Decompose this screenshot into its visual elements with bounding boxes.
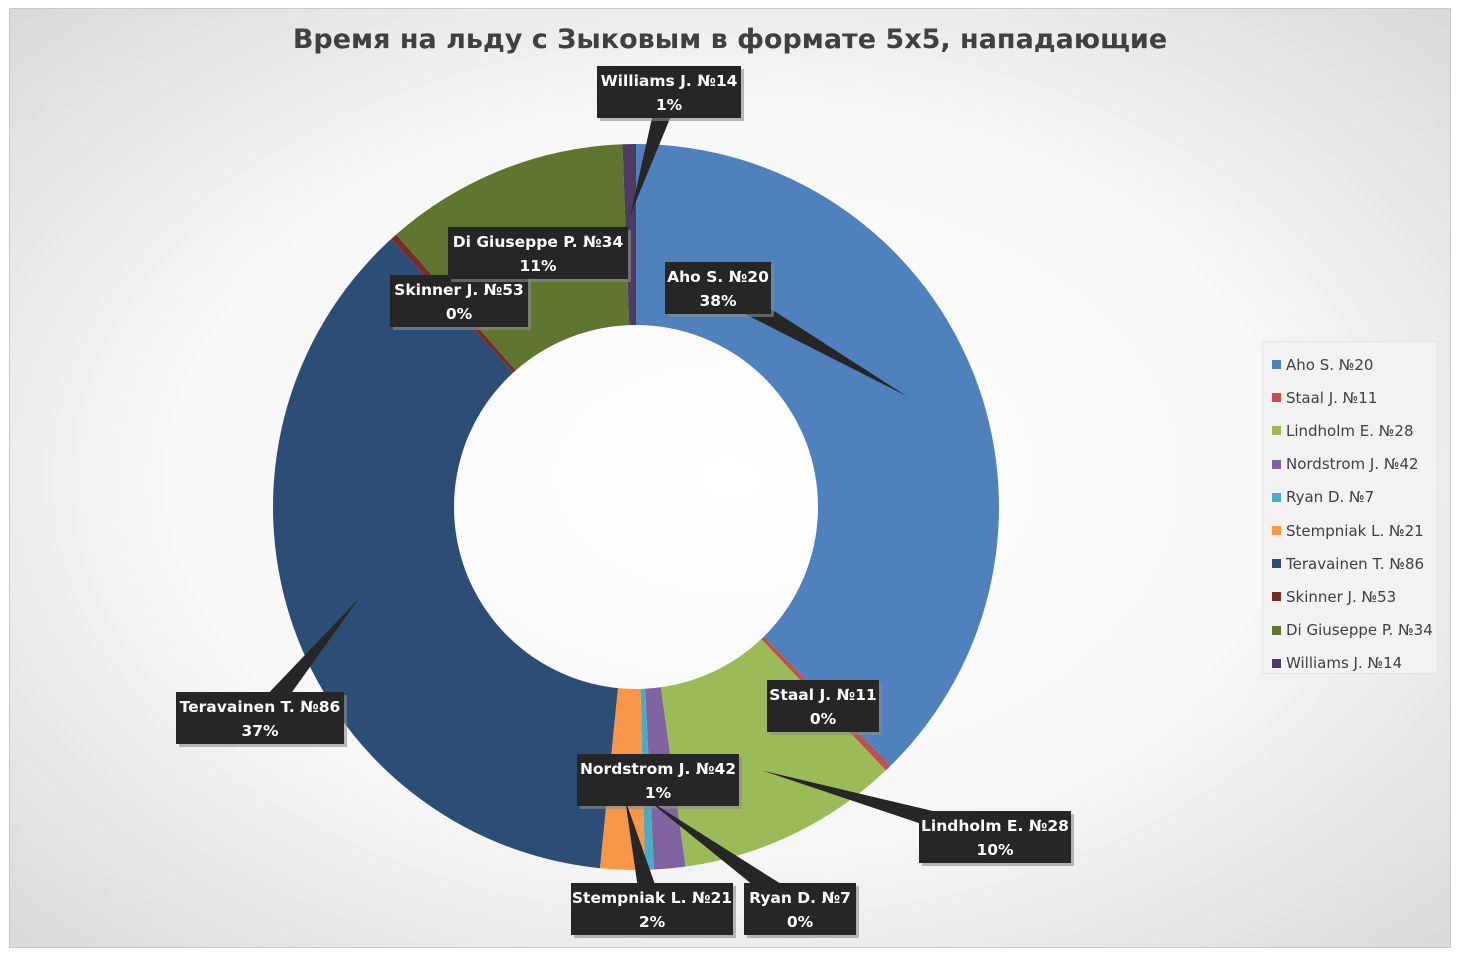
legend-swatch [1272, 459, 1281, 469]
legend-label: Di Giuseppe P. №34 [1286, 621, 1433, 640]
slice-3 [660, 639, 886, 867]
label-percent: 38% [699, 292, 737, 310]
label-box [744, 883, 856, 935]
legend-swatch [1272, 360, 1281, 370]
legend: Aho S. №20 Staal J. №11 Lindholm E. №28 Nor… [1262, 341, 1438, 674]
label-name: Stempniak L. №21 [572, 889, 732, 907]
legend-swatch [1272, 592, 1281, 602]
label-name: Nordstrom J. №42 [580, 760, 736, 778]
legend-swatch [1272, 625, 1281, 635]
label-box [767, 680, 879, 732]
label-name: Skinner J. №53 [394, 281, 524, 299]
legend-item: Nordstrom J. №42 [1263, 448, 1437, 481]
legend-label: Nordstrom J. №42 [1286, 455, 1419, 474]
legend-label: Staal J. №11 [1286, 388, 1378, 407]
label-box [176, 692, 344, 744]
legend-item: Di Giuseppe P. №34 [1263, 614, 1437, 647]
label-percent: 11% [519, 257, 557, 275]
legend-label: Lindholm E. №28 [1286, 421, 1414, 440]
legend-swatch [1272, 393, 1281, 403]
label-percent: 10% [976, 841, 1014, 859]
legend-item: Ryan D. №7 [1263, 481, 1437, 514]
legend-label: Stempniak L. №21 [1286, 521, 1424, 540]
legend-item: Stempniak L. №21 [1263, 514, 1437, 547]
legend-label: Ryan D. №7 [1286, 488, 1375, 507]
label-box [919, 811, 1071, 863]
slice-7 [273, 239, 618, 869]
legend-item: Staal J. №11 [1263, 381, 1437, 414]
data-label-9: Di Giuseppe P. №34 11% [448, 227, 631, 282]
legend-swatch [1272, 426, 1281, 436]
data-label-1: Aho S. №20 38% [665, 262, 907, 397]
legend-item: Teravainen T. №86 [1263, 547, 1437, 580]
label-name: Aho S. №20 [667, 268, 769, 286]
label-box [665, 262, 771, 314]
legend-swatch [1272, 526, 1281, 536]
label-name: Staal J. №11 [769, 686, 876, 704]
legend-swatch [1272, 492, 1281, 502]
label-percent: 1% [645, 784, 672, 802]
label-percent: 0% [810, 710, 837, 728]
legend-item: Lindholm E. №28 [1263, 414, 1437, 447]
label-box [571, 883, 733, 935]
data-label-8: Skinner J. №53 0% [390, 275, 531, 330]
chart-title: Время на льду с Зыковым в формате 5х5, н… [292, 24, 1168, 55]
data-label-5: Ryan D. №7 0% [646, 799, 859, 938]
label-name: Williams J. №14 [601, 72, 738, 90]
data-label-10: Williams J. №14 1% [597, 66, 744, 215]
label-name: Di Giuseppe P. №34 [453, 233, 624, 251]
data-label-6: Stempniak L. №21 2% [571, 799, 736, 938]
data-label-3: Lindholm E. №28 10% [762, 770, 1074, 866]
legend-item: Aho S. №20 [1263, 348, 1437, 381]
slice-1 [636, 144, 999, 766]
label-name: Lindholm E. №28 [921, 817, 1069, 835]
label-percent: 2% [639, 913, 666, 931]
data-label-2: Staal J. №11 0% [767, 680, 882, 735]
data-label-4: Nordstrom J. №42 1% [577, 754, 742, 809]
label-box [597, 66, 741, 118]
legend-swatch [1272, 559, 1281, 569]
data-label-7: Teravainen T. №86 37% [176, 599, 359, 747]
legend-label: Williams J. №14 [1286, 654, 1403, 673]
label-box [448, 227, 628, 279]
legend-label: Skinner J. №53 [1286, 587, 1397, 606]
label-percent: 1% [656, 96, 683, 114]
legend-label: Teravainen T. №86 [1286, 554, 1425, 573]
label-box [577, 754, 739, 806]
legend-label: Aho S. №20 [1286, 355, 1374, 374]
label-percent: 37% [241, 722, 279, 740]
label-percent: 0% [787, 913, 814, 931]
legend-item: Skinner J. №53 [1263, 580, 1437, 613]
label-name: Ryan D. №7 [749, 889, 851, 907]
legend-swatch [1272, 658, 1281, 668]
label-box [390, 275, 528, 327]
label-percent: 0% [446, 305, 473, 323]
label-name: Teravainen T. №86 [180, 698, 341, 716]
legend-item: Williams J. №14 [1263, 647, 1437, 680]
